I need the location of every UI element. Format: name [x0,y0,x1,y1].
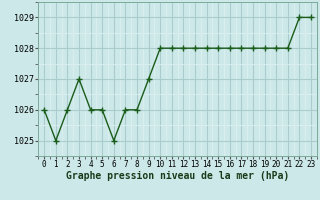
X-axis label: Graphe pression niveau de la mer (hPa): Graphe pression niveau de la mer (hPa) [66,171,289,181]
